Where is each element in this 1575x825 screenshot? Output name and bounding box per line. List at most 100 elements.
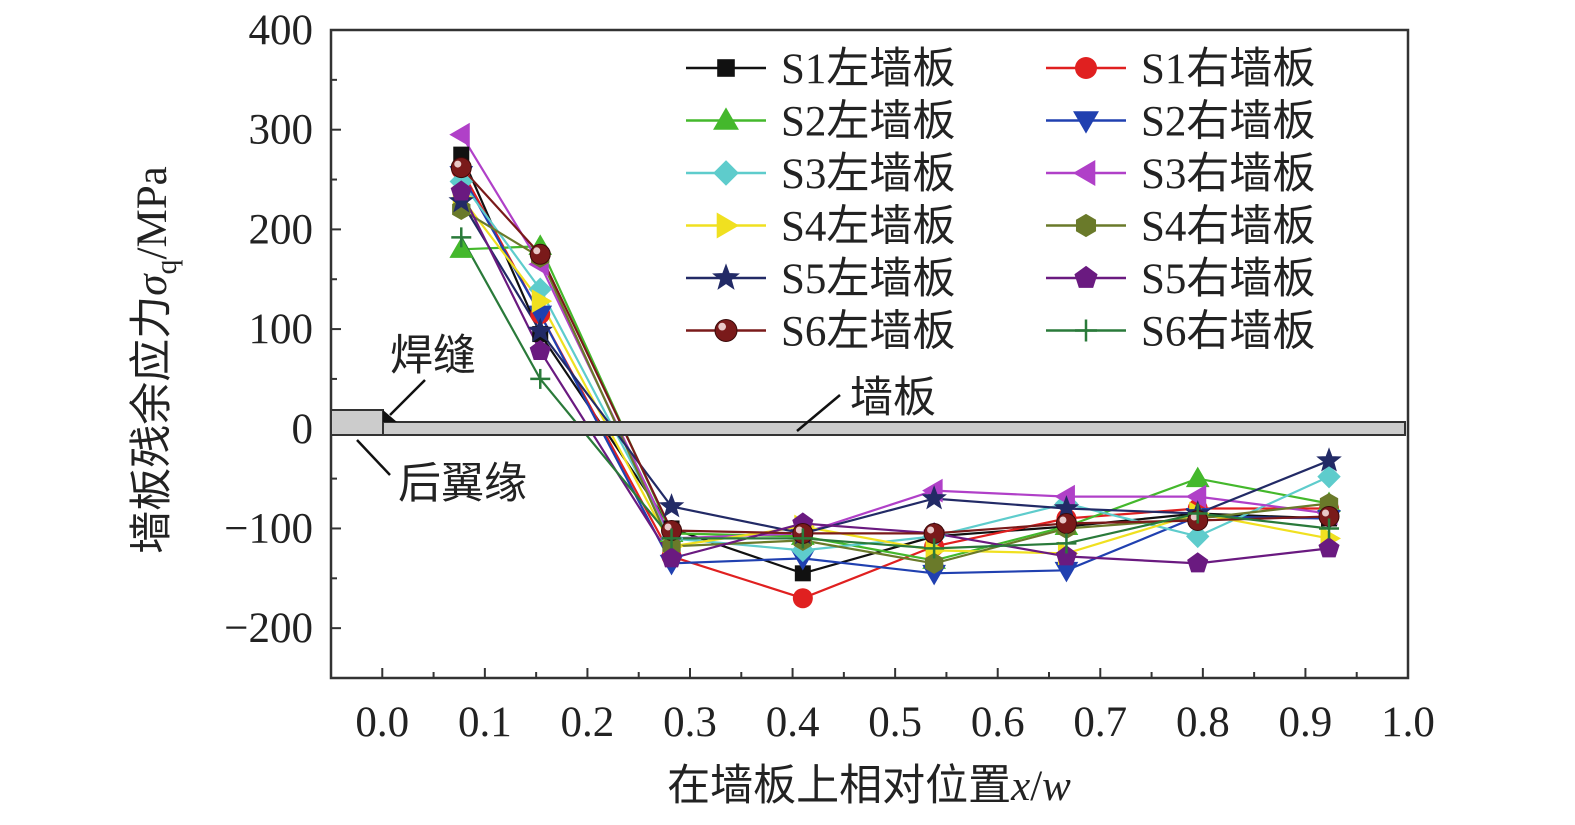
series-10-point (1318, 537, 1340, 558)
legend-label: S5左墙板 (781, 256, 955, 303)
y-axis-label: 墙板残余应力σq/MPa (128, 166, 183, 553)
series-11-point-highlight (664, 523, 672, 531)
legend-label: S2右墙板 (1141, 99, 1315, 146)
series-5-point (1186, 524, 1210, 549)
legend-marker (714, 319, 738, 342)
x-axis-label: 在墙板上相对位置x/w (667, 762, 1071, 810)
series-3-point (1185, 466, 1210, 488)
legend-marker (717, 59, 735, 77)
series-11-point (529, 243, 551, 265)
series-1-point (794, 565, 811, 582)
legend-marker (1074, 265, 1098, 288)
wall-plate-leader-line (796, 394, 841, 432)
series-11-point-highlight (1059, 516, 1067, 524)
y-tick-label: 0 (292, 406, 314, 453)
weld-leader-line (389, 379, 426, 416)
legend-marker (1075, 319, 1097, 342)
series-7-point (531, 289, 553, 314)
series-11-point (1055, 512, 1077, 534)
y-tick-label: −100 (224, 505, 313, 552)
legend-marker (1073, 111, 1099, 134)
plot-frame (329, 28, 1410, 680)
series-9-point (921, 485, 947, 510)
series-12-point (1319, 518, 1340, 539)
legend-label: S4右墙板 (1141, 204, 1315, 251)
series-10-point (660, 547, 683, 568)
series-2-point (792, 588, 813, 609)
series-12-point (1187, 503, 1208, 524)
legend-label: S3左墙板 (781, 151, 955, 198)
series-10-point (450, 180, 472, 201)
weld-label: 焊缝 (390, 333, 476, 380)
series-10-point (529, 339, 551, 361)
x-tick-label: 0.4 (766, 699, 820, 746)
series-lines-layer (460, 134, 1330, 600)
series-12-point (792, 528, 813, 549)
weld-schematic: 焊缝 墙板 后翼缘 (330, 333, 1406, 508)
x-tick-label: 0.7 (1073, 699, 1127, 746)
series-11-point-highlight (533, 247, 541, 255)
axis-ticks-layer (331, 29, 1409, 678)
x-tick-label: 0.1 (458, 699, 512, 746)
series-6-point (1185, 484, 1207, 509)
legend-marker (1075, 213, 1097, 238)
legend-marker (1075, 57, 1097, 79)
series-12-point (661, 528, 682, 549)
legend-label: S6右墙板 (1141, 309, 1315, 356)
weld-fillet (383, 410, 397, 422)
legend-marker-highlight (718, 322, 727, 331)
legend-marker (713, 160, 739, 186)
series-11-point-highlight (1322, 509, 1330, 517)
wall-plate-label: 墙板 (850, 375, 936, 422)
legend-marker (716, 212, 740, 239)
series-11-point-highlight (1190, 513, 1198, 521)
series-6-line (460, 134, 1330, 540)
series-3-line (461, 245, 1330, 562)
series-11-point-highlight (795, 526, 803, 534)
series-12-point (1056, 533, 1077, 554)
series-12-line (460, 236, 1330, 550)
x-tick-label: 0.9 (1279, 699, 1333, 746)
legend-marker (713, 107, 739, 130)
legend-label: S2左墙板 (781, 99, 955, 146)
series-markers-layer (448, 122, 1342, 609)
series-9-line (460, 200, 1330, 535)
y-tick-label: −200 (224, 605, 313, 652)
series-10-point (1187, 552, 1209, 573)
x-tick-label: 0.6 (971, 699, 1025, 746)
x-tick-label: 0.0 (355, 699, 409, 746)
x-tick-label: 0.5 (868, 699, 922, 746)
x-tick-label: 0.3 (663, 699, 717, 746)
axis-tick-labels-layer: 0.0 0.1 0.2 0.3 0.4 0.5 0.6 0.7 0.8 0.9 1.0 400 300 2… (224, 7, 1435, 746)
series-8-point (924, 552, 944, 574)
series-1-line (460, 154, 1330, 575)
series-5-point (1317, 464, 1341, 489)
series-10-point (1055, 545, 1078, 566)
rear-flange-label: 后翼缘 (398, 461, 527, 508)
legend-label: S3右墙板 (1141, 151, 1315, 198)
series-9-point (1316, 447, 1342, 472)
series-9-point (527, 317, 554, 342)
series-11-point (450, 157, 472, 179)
rear-flange-block (330, 409, 384, 436)
legend-label: S1右墙板 (1141, 46, 1315, 93)
wall-plate-bar (382, 421, 1406, 436)
x-tick-label: 0.2 (561, 699, 615, 746)
x-tick-label: 0.8 (1176, 699, 1230, 746)
legend-marker (1072, 160, 1096, 186)
legend-label: S6左墙板 (781, 309, 955, 356)
x-tick-label: 1.0 (1381, 699, 1435, 746)
series-9-point (658, 493, 685, 518)
series-11-point-highlight (927, 526, 935, 534)
legend-label: S1左墙板 (781, 46, 955, 93)
legend-marker (712, 263, 740, 290)
series-12-point (924, 538, 945, 559)
legend: S1左墙板 S1右墙板 S2左墙板 S2右墙板 S3左墙板 S3右墙板 S4左墙板 S4右墙板… (686, 46, 1315, 356)
y-tick-label: 100 (249, 306, 314, 353)
series-11-line (460, 166, 1330, 535)
series-10-line (460, 191, 1330, 565)
series-3-point (449, 237, 474, 258)
series-11-point-highlight (454, 160, 462, 168)
y-tick-label: 300 (249, 107, 314, 154)
series-4-line (460, 174, 1330, 575)
